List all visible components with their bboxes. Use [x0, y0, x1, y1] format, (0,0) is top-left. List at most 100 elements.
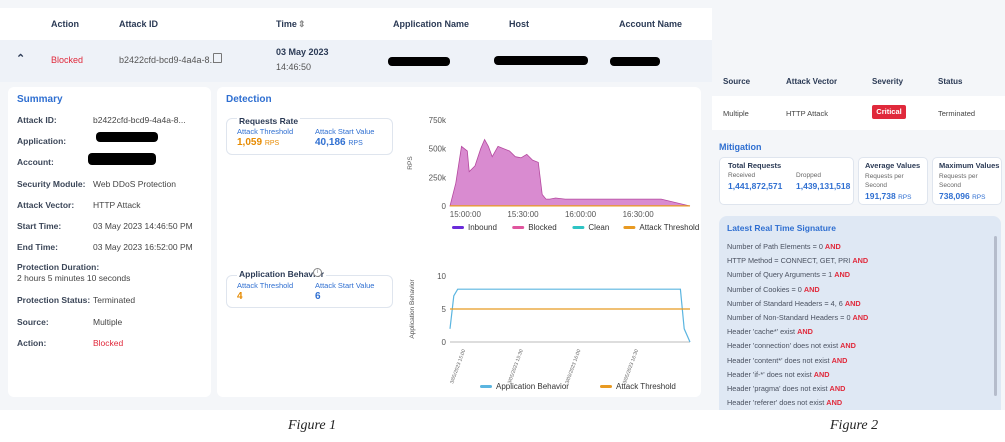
received-label: Received — [728, 172, 756, 179]
signature-line: Header 'if-*' does not exist AND — [727, 370, 830, 379]
summary-label: Source: — [17, 317, 49, 327]
sort-icon[interactable]: ⇕ — [298, 19, 306, 29]
legend-swatch — [623, 226, 636, 229]
signature-text: Number of Non-Standard Headers = 0 — [727, 313, 851, 322]
summary-value: 03 May 2023 14:46:50 PM — [93, 221, 193, 231]
header-application-name[interactable]: Application Name — [393, 19, 470, 29]
dropped-value: 1,439,131,518 — [796, 181, 851, 191]
row-action: Blocked — [51, 55, 84, 65]
summary-label: Start Time: — [17, 221, 62, 231]
ab-start-label: Attack Start Value — [315, 281, 375, 290]
redacted-account — [610, 57, 660, 66]
signature-line: Number of Standard Headers = 4, 6 AND — [727, 299, 861, 308]
signature-line: HTTP Method = CONNECT, GET, PRI AND — [727, 256, 868, 265]
signature-and: AND — [844, 298, 861, 308]
series-line-application-behavior — [449, 288, 691, 343]
signature-and: AND — [852, 313, 869, 322]
legend-label: Attack Threshold — [639, 223, 699, 232]
signature-text: Header 'pragma' does not exist — [727, 384, 828, 393]
signature-scrollbar[interactable] — [994, 236, 997, 396]
signature-panel: Latest Real Time Signature Number of Pat… — [719, 216, 1001, 410]
summary-value: Blocked — [93, 338, 124, 348]
summary-label: Attack ID: — [17, 115, 57, 125]
figure-2: Source Attack Vector Severity Status Mul… — [712, 0, 1005, 410]
signature-text: HTTP Method = CONNECT, GET, PRI — [727, 256, 851, 266]
row-source: Multiple — [723, 109, 749, 118]
average-sub: Requests per Second — [865, 173, 904, 189]
table-row[interactable]: ⌃ Blocked b2422cfd-bcd9-4a4a-8... 03 May… — [0, 40, 712, 82]
x-tick-label: 15:00:00 — [450, 210, 482, 219]
x-tick-label: 3/05/2023 15:30 — [507, 348, 525, 384]
x-tick-label: 16:00:00 — [565, 210, 597, 219]
chevron-up-icon[interactable]: ⌃ — [16, 53, 26, 65]
summary-title: Summary — [17, 94, 63, 105]
signature-and: AND — [829, 384, 846, 393]
header-time[interactable]: Time — [276, 19, 297, 29]
average-value: 191,738 RPS — [865, 191, 912, 201]
x-tick-label: 3/05/2023 16:30 — [622, 348, 640, 384]
signature-and: AND — [797, 327, 813, 337]
total-requests-box: Total Requests Received 1,441,872,571 Dr… — [719, 157, 854, 205]
requests-rate-chart: 0 250k 500k 750k RPS 15:00:00 15:30:00 16:00:00… — [407, 116, 699, 232]
x-tick-label: 15:30:00 — [507, 210, 539, 219]
signature-text: Header 'if-*' does not exist — [727, 369, 812, 379]
ab-threshold-label: Attack Threshold — [237, 281, 294, 290]
summary-label: End Time: — [17, 242, 58, 252]
legend-swatch — [480, 385, 492, 388]
average-values-box: Average Values Requests per Second 191,7… — [858, 157, 928, 205]
info-icon[interactable]: i — [313, 268, 322, 277]
table-header: Action Attack ID Time ⇕ Application Name… — [0, 8, 712, 40]
header-action[interactable]: Action — [51, 19, 79, 29]
header-host[interactable]: Host — [509, 19, 529, 29]
maximum-sub: Requests per Second — [939, 173, 978, 189]
requests-rate-title: Requests Rate — [237, 116, 301, 126]
header-attack-id[interactable]: Attack ID — [119, 19, 159, 29]
maximum-value: 738,096 RPS — [939, 191, 986, 201]
signature-text: Number of Path Elements = 0 — [727, 242, 823, 251]
legend-label: Blocked — [528, 223, 556, 232]
x-tick-label: 16:30:00 — [623, 210, 655, 219]
signature-line: Header 'pragma' does not exist AND — [727, 384, 845, 393]
summary-label: Action: — [17, 338, 47, 348]
legend-label: Clean — [588, 223, 609, 232]
series-area-blocked — [449, 138, 691, 207]
y-tick-label: 5 — [442, 305, 447, 314]
signature-text: Number of Standard Headers = 4, 6 — [727, 298, 843, 308]
copy-icon[interactable] — [213, 53, 222, 63]
y-tick-label: 10 — [437, 272, 446, 281]
signature-text: Header 'referer' does not exist — [727, 398, 825, 408]
figure-1: Action Attack ID Time ⇕ Application Name… — [0, 0, 712, 410]
rr-threshold-label: Attack Threshold — [237, 127, 294, 136]
signature-line: Number of Cookies = 0 AND — [727, 285, 820, 294]
redacted-account — [88, 153, 156, 165]
severity-badge: Critical — [872, 105, 906, 119]
y-tick-label: 0 — [442, 202, 447, 211]
signature-line: Header 'connection' does not exist AND — [727, 341, 856, 350]
summary-value: HTTP Attack — [93, 200, 141, 210]
row-time: 14:46:50 — [276, 62, 312, 72]
signature-and: AND — [824, 242, 841, 251]
dropped-label: Dropped — [796, 172, 821, 179]
signature-and: AND — [852, 256, 869, 266]
row-status: Terminated — [938, 109, 976, 118]
header-account-name[interactable]: Account Name — [619, 19, 683, 29]
summary-value: 2 hours 5 minutes 10 seconds — [17, 273, 131, 283]
x-tick-label: 3/05/2023 15:00 — [449, 348, 467, 384]
signature-line: Number of Query Arguments = 1 AND — [727, 270, 850, 279]
header-severity[interactable]: Severity — [872, 77, 904, 86]
header-source[interactable]: Source — [723, 77, 751, 86]
summary-value: Terminated — [93, 295, 136, 305]
signature-and: AND — [826, 398, 843, 408]
total-requests-title: Total Requests — [728, 161, 782, 170]
y-axis-label: RPS — [407, 156, 414, 170]
legend-label: Attack Threshold — [616, 382, 676, 391]
ab-start-value: 6 — [315, 291, 321, 302]
y-tick-label: 500k — [429, 145, 447, 154]
table-row[interactable]: Multiple HTTP Attack Critical Terminated — [712, 96, 1005, 130]
row-date: 03 May 2023 — [276, 47, 329, 57]
signature-and: AND — [831, 355, 848, 365]
header-attack-vector[interactable]: Attack Vector — [786, 77, 838, 86]
detection-title: Detection — [226, 94, 272, 105]
row-attack-id: b2422cfd-bcd9-4a4a-8... — [119, 55, 218, 65]
header-status[interactable]: Status — [938, 77, 963, 86]
